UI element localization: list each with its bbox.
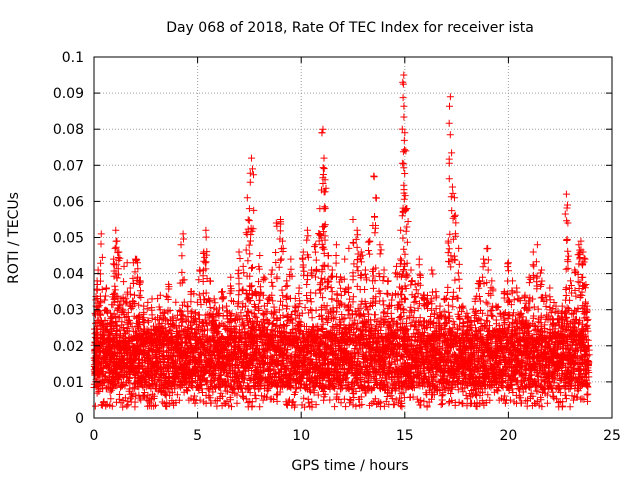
data-point [256,252,264,260]
data-point [451,194,459,202]
data-point [243,194,251,202]
data-point [97,230,105,238]
data-point [380,266,388,274]
y-tick-label: 0.08 [53,122,84,138]
data-point [550,298,558,306]
data-point [112,226,120,234]
data-point [177,241,185,249]
data-point [332,241,340,249]
data-point [123,259,131,267]
data-point [428,266,436,274]
data-point [264,295,272,303]
x-tick-label: 10 [292,428,310,444]
data-points [90,71,593,411]
data-point [328,266,336,274]
data-point [399,78,407,86]
y-tick-label: 0.05 [53,231,84,247]
y-tick-label: 0 [75,411,84,427]
data-point [529,248,537,256]
y-tick-label: 0.01 [53,375,84,391]
y-tick-label: 0.02 [53,339,84,355]
data-point [283,277,291,285]
data-point [546,284,554,292]
x-tick-label: 15 [396,428,414,444]
x-tick-label: 0 [90,428,99,444]
data-point [577,237,585,245]
data-point [202,226,210,234]
data-point [120,262,128,270]
data-point [407,266,415,274]
data-point [287,255,295,263]
y-tick-label: 0.06 [53,194,84,210]
axis-ticks: 0 5 10 15 20 25 0 0.01 0.02 0.03 0.04 0.05 0.06 0.07 0… [53,50,621,444]
data-point [533,241,541,249]
data-point [235,248,243,256]
data-point [247,154,255,162]
data-point [227,273,235,281]
y-tick-label: 0.1 [62,50,84,66]
y-tick-label: 0.07 [53,158,84,174]
data-point [496,309,504,317]
x-tick-label: 20 [499,428,517,444]
data-point [393,262,401,270]
data-point [126,284,134,292]
plot-frame [93,56,613,419]
data-point [562,190,570,198]
data-point [245,205,253,213]
data-point [436,302,444,310]
x-axis-label: GPS time / hours [291,458,408,474]
data-point [341,255,349,263]
data-point [183,302,191,310]
data-point [299,248,307,256]
data-point [239,262,247,270]
data-point [446,93,454,101]
x-tick-label: 5 [193,428,202,444]
data-point [345,244,353,252]
data-point [504,259,512,267]
data-point [448,183,456,191]
data-point [538,266,546,274]
y-axis-label: ROTI / TECUs [6,192,22,284]
y-tick-label: 0.04 [53,267,84,283]
data-point [349,215,357,223]
x-tick-label: 25 [603,428,621,444]
data-point [488,277,496,285]
data-point [319,125,327,133]
data-point [249,165,257,173]
y-tick-label: 0.09 [53,86,84,102]
data-point [144,317,152,325]
y-tick-label: 0.03 [53,303,84,319]
data-point [455,244,463,252]
data-point [376,241,384,249]
data-point [401,129,409,137]
data-point [575,241,583,249]
data-point [272,219,280,227]
data-point [567,277,575,285]
data-point [480,255,488,263]
data-point [400,71,408,79]
data-point [320,154,328,162]
data-point [397,226,405,234]
chart-title: Day 068 of 2018, Rate Of TEC Index for r… [166,20,534,36]
data-point [94,266,102,274]
data-point [268,266,276,274]
